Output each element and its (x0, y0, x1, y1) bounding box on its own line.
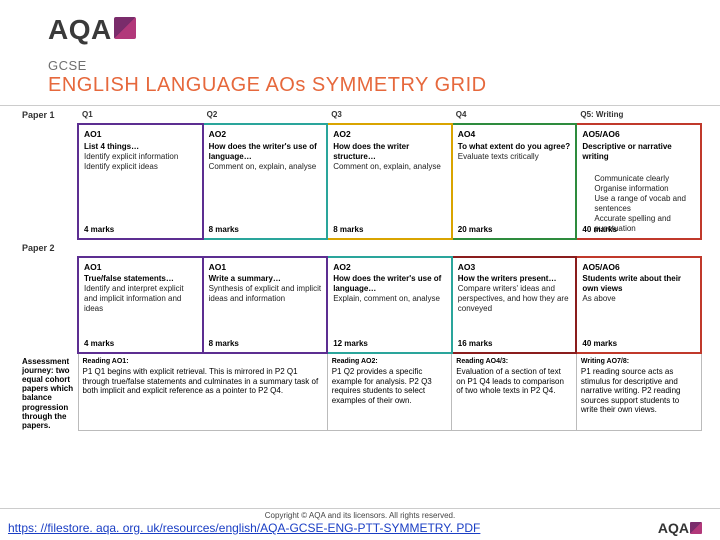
marks: 12 marks (333, 339, 368, 349)
marks: 4 marks (84, 339, 114, 349)
cell-body: Compare writers' ideas and perspectives,… (458, 284, 571, 314)
logo-small-text: AQA (658, 520, 689, 536)
ao-label: AO3 (458, 262, 571, 273)
cell-body: Identify and interpret explicit and impl… (84, 284, 197, 314)
stem: Students write about their own views (582, 274, 695, 294)
marks: 20 marks (458, 225, 493, 235)
logo-small-mark-icon (690, 522, 702, 534)
marks: 40 marks (582, 225, 617, 235)
ao-label: AO4 (458, 129, 571, 140)
ao-label: AO2 (209, 129, 322, 140)
journey-text: P1 Q2 provides a specific example for an… (332, 367, 432, 405)
marks: 8 marks (333, 225, 363, 235)
journey-label: Assessment journey: two equal cohort pap… (18, 353, 78, 431)
journey-title: Reading AO2: (332, 358, 448, 366)
cell-body: Evaluate texts critically (458, 152, 571, 162)
journey-text: P1 Q1 begins with explicit retrieval. Th… (83, 367, 319, 395)
copyright: Copyright © AQA and its licensors. All r… (0, 509, 720, 520)
stem: How does the writer's use of language… (209, 142, 322, 162)
cell-p1-q4: AO4 To what extent do you agree? Evaluat… (452, 124, 577, 239)
cell-p1-q2: AO2 How does the writer's use of languag… (203, 124, 328, 239)
cell-body: Comment on, explain, analyse (333, 162, 446, 172)
stem: How the writers present… (458, 274, 571, 284)
journey-title: Reading AO4/3: (456, 358, 572, 366)
grid-row-p2: AO1 True/false statements… Identify and … (18, 257, 701, 353)
symmetry-grid: Paper 1 Q1 Q2 Q3 Q4 Q5: Writing AO1 List… (18, 106, 702, 431)
journey-ao43: Reading AO4/3: Evaluation of a section o… (452, 353, 577, 431)
ao-label: AO5/AO6 (582, 129, 695, 140)
ao-label: AO1 (209, 262, 322, 273)
logo-mark-icon (114, 17, 136, 39)
source-url-link[interactable]: https: //filestore. aqa. org. uk/resourc… (8, 521, 480, 535)
ao-label: AO5/AO6 (582, 262, 695, 273)
journey-text: Evaluation of a section of text on P1 Q4… (456, 367, 564, 395)
stem: To what extent do you agree? (458, 142, 571, 152)
stem: How does the writer's use of language… (333, 274, 446, 294)
stem: Write a summary… (209, 274, 322, 284)
ao-label: AO1 (84, 129, 197, 140)
marks: 40 marks (582, 339, 617, 349)
logo-small: AQA (658, 520, 702, 536)
col-q5: Q5: Writing (576, 106, 701, 124)
cell-body: Identify explicit informationIdentify ex… (84, 152, 197, 172)
col-q3: Q3 (327, 106, 452, 124)
row-label-p1: Paper 1 (18, 106, 78, 124)
doc-subtitle: GCSE (48, 58, 720, 73)
cell-p2-q2: AO1 Write a summary… Synthesis of explic… (203, 257, 328, 353)
journey-title: Reading AO1: (83, 358, 323, 366)
journey-ao1: Reading AO1: P1 Q1 begins with explicit … (78, 353, 327, 431)
journey-title: Writing AO7/8: (581, 358, 697, 366)
journey-text: P1 reading source acts as stimulus for d… (581, 367, 681, 414)
row-label-p2: Paper 2 (18, 239, 78, 257)
cell-body: Synthesis of explicit and implicit ideas… (209, 284, 322, 304)
journey-ao2: Reading AO2: P1 Q2 provides a specific e… (327, 353, 452, 431)
col-q1: Q1 (78, 106, 203, 124)
ao-label: AO2 (333, 262, 446, 273)
cell-body: Comment on, explain, analyse (209, 162, 322, 172)
doc-title: ENGLISH LANGUAGE AOs SYMMETRY GRID (48, 74, 720, 97)
cell-p2-q4: AO3 How the writers present… Compare wri… (452, 257, 577, 353)
journey-row: Assessment journey: two equal cohort pap… (18, 353, 701, 431)
cell-body: As above (582, 294, 695, 304)
grid-row-p1: AO1 List 4 things… Identify explicit inf… (18, 124, 701, 239)
marks: 16 marks (458, 339, 493, 349)
stem: True/false statements… (84, 274, 197, 284)
logo-text: AQA (48, 14, 112, 46)
ao-label: AO2 (333, 129, 446, 140)
cell-p1-q5: AO5/AO6 Descriptive or narrative writing… (576, 124, 701, 239)
cell-p2-q3: AO2 How does the writer's use of languag… (327, 257, 452, 353)
cell-p1-q3: AO2 How does the writer structure… Comme… (327, 124, 452, 239)
logo: AQA (0, 0, 720, 52)
stem: How does the writer structure… (333, 142, 446, 162)
cell-p2-q5: AO5/AO6 Students write about their own v… (576, 257, 701, 353)
grid-header-row: Paper 1 Q1 Q2 Q3 Q4 Q5: Writing (18, 106, 701, 124)
marks: 4 marks (84, 225, 114, 235)
stem: Descriptive or narrative writing (582, 142, 695, 162)
cell-bullets: Communicate clearly Organise information… (582, 164, 695, 234)
cell-body: Explain, comment on, analyse (333, 294, 446, 304)
marks: 8 marks (209, 225, 239, 235)
col-q2: Q2 (203, 106, 328, 124)
marks: 8 marks (209, 339, 239, 349)
col-q4: Q4 (452, 106, 577, 124)
cell-p2-q1: AO1 True/false statements… Identify and … (78, 257, 203, 353)
footer: Copyright © AQA and its licensors. All r… (0, 508, 720, 536)
journey-ao78: Writing AO7/8: P1 reading source acts as… (576, 353, 701, 431)
cell-p1-q1: AO1 List 4 things… Identify explicit inf… (78, 124, 203, 239)
ao-label: AO1 (84, 262, 197, 273)
stem: List 4 things… (84, 142, 197, 152)
